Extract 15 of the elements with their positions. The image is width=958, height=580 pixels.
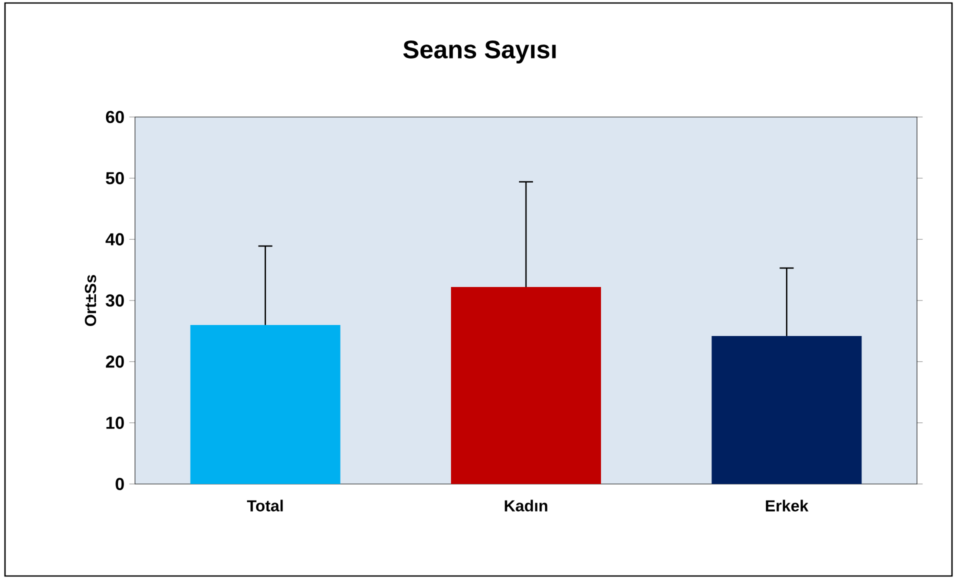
bar [451,287,601,484]
y-tick-label: 10 [106,416,124,429]
y-axis-title: Ort±Ss [84,274,96,326]
x-tick-label: Erkek [766,500,808,512]
x-tick-label: Kadın [504,500,548,512]
y-tick-label: 30 [106,294,124,307]
chart-title: Seans Sayısı [403,40,556,64]
y-tick-label: 20 [106,356,124,368]
y-tick-label: 60 [106,110,124,124]
bar [712,336,862,484]
y-tick-label: 50 [106,172,124,184]
y-tick-label: 0 [116,478,124,490]
bar [190,324,340,484]
x-tick-label: Total [247,500,283,512]
y-tick-label: 40 [106,233,124,246]
